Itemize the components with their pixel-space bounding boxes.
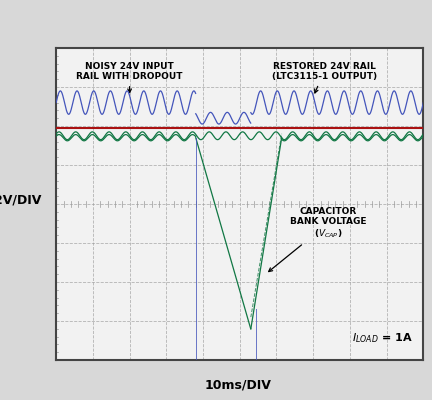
Text: 10ms/DIV: 10ms/DIV xyxy=(204,379,271,392)
Text: RESTORED 24V RAIL
(LTC3115-1 OUTPUT): RESTORED 24V RAIL (LTC3115-1 OUTPUT) xyxy=(272,62,377,93)
Text: NOISY 24V INPUT
RAIL WITH DROPOUT: NOISY 24V INPUT RAIL WITH DROPOUT xyxy=(76,62,183,92)
Text: $I_{LOAD}$ = 1A: $I_{LOAD}$ = 1A xyxy=(352,331,412,345)
Text: 2V/DIV: 2V/DIV xyxy=(0,194,41,206)
Text: CAPACITOR
BANK VOLTAGE
($V_{CAP}$): CAPACITOR BANK VOLTAGE ($V_{CAP}$) xyxy=(269,207,366,272)
